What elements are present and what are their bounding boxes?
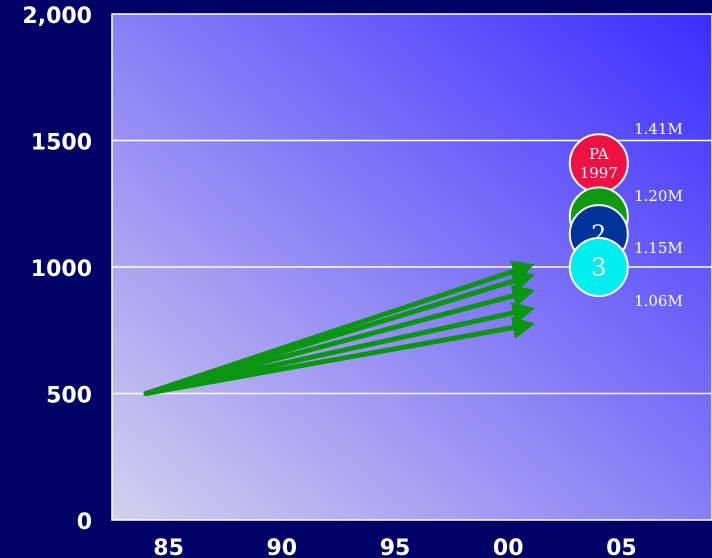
growth-arrows: [143, 260, 536, 396]
growth-arrow: [143, 284, 536, 396]
y-tick-label: 500: [46, 384, 92, 409]
x-tick-label: 00: [493, 536, 524, 558]
bubble-label: PA: [589, 145, 609, 163]
bubble: 3: [568, 237, 629, 297]
y-tick-label: 1000: [31, 257, 92, 282]
bubble-circle: [568, 237, 629, 297]
x-axis-tick-labels: 85 90 95 00 05: [153, 536, 636, 558]
bubble-value-label: 1.06M: [634, 292, 683, 310]
bubble-value-label: 1.41M: [634, 120, 683, 138]
growth-arrow: [143, 316, 536, 396]
y-tick-label: 0: [77, 510, 92, 535]
x-tick-label: 95: [380, 536, 411, 558]
bubble-value-label: 1.20M: [634, 187, 683, 205]
bubble-label: 3: [591, 253, 606, 281]
bubbles: PA1997123: [568, 133, 629, 297]
y-axis-tick-labels: 0 500 1000 1500 2,000: [22, 4, 92, 535]
y-tick-label: 1500: [31, 131, 92, 156]
x-tick-label: 05: [606, 536, 637, 558]
bubble-label: 1997: [580, 164, 618, 182]
x-tick-label: 90: [266, 536, 297, 558]
bubble-value-label: 1.15M: [634, 239, 683, 257]
bubble-value-labels: 1.41M 1.20M 1.15M 1.06M: [634, 120, 683, 310]
x-tick-label: 85: [153, 536, 184, 558]
y-tick-label: 2,000: [22, 4, 92, 29]
